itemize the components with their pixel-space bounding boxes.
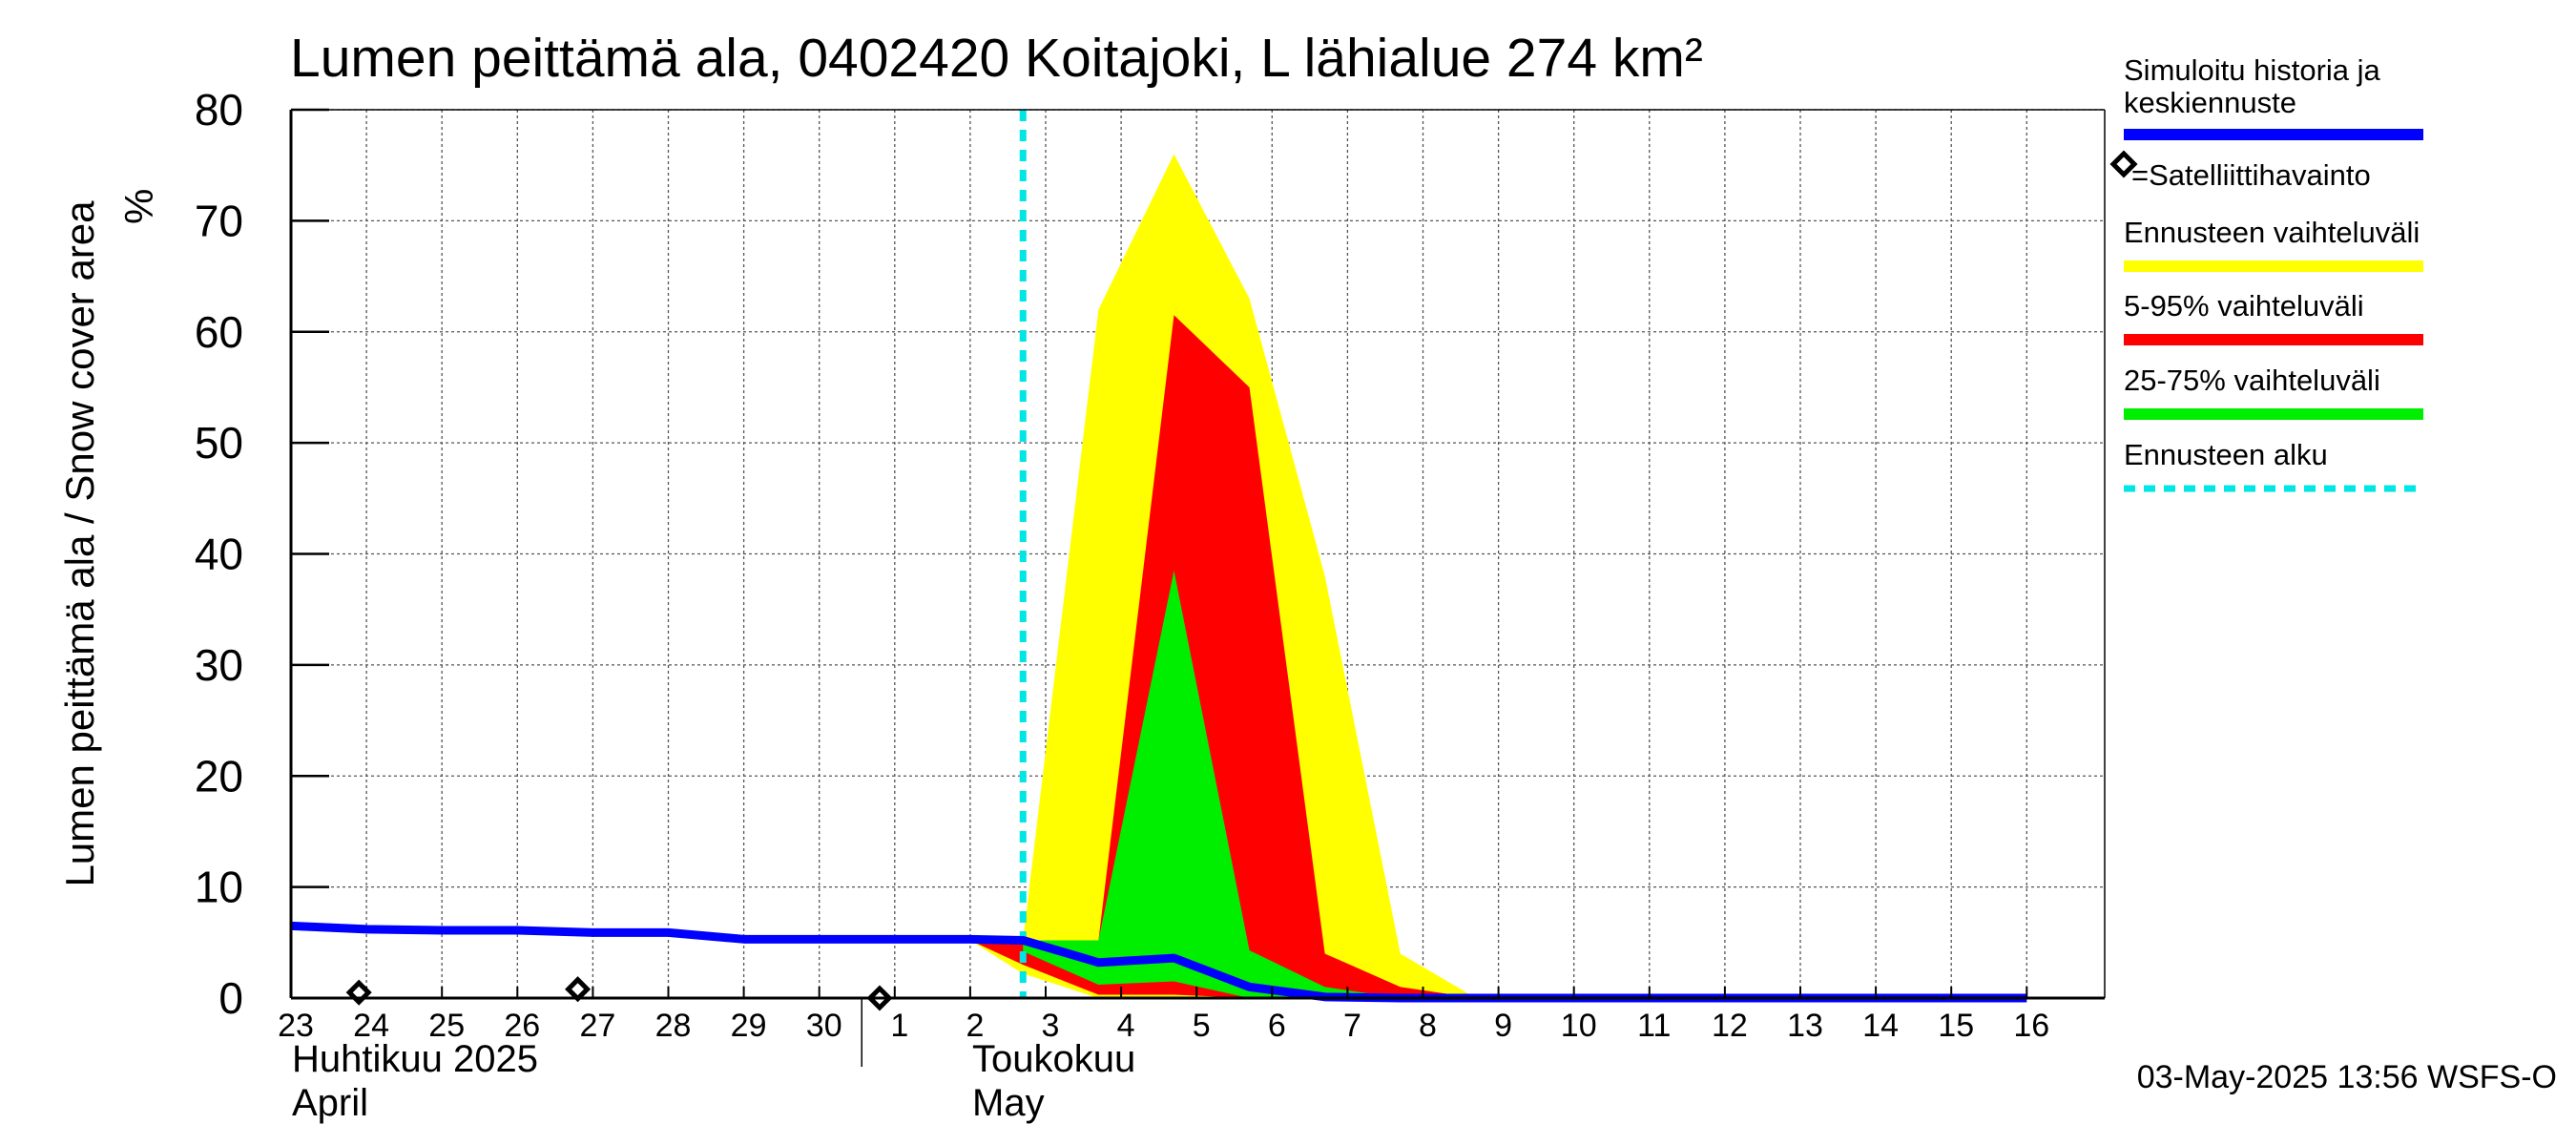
x-tick-label: 7 [1343, 1008, 1361, 1044]
month-label-april-fi: Huhtikuu 2025 [292, 1038, 538, 1080]
y-tick-label: 70 [195, 196, 243, 245]
month-label-april-en: April [292, 1082, 369, 1124]
x-tick-label: 12 [1712, 1008, 1748, 1044]
x-tick-label: 4 [1117, 1008, 1135, 1044]
month-label-may-fi: Toukokuu [972, 1038, 1136, 1080]
y-tick-label: 10 [195, 863, 243, 912]
x-tick-label: 28 [655, 1008, 692, 1044]
x-tick-label: 3 [1042, 1008, 1060, 1044]
x-tick-label: 29 [731, 1008, 767, 1044]
legend-label-forecast-range: Ennusteen vaihteluväli [2124, 216, 2420, 249]
x-tick-label: 30 [806, 1008, 842, 1044]
y-tick-label: 80 [195, 85, 243, 135]
x-tick-label: 15 [1938, 1008, 1974, 1044]
range-areas [969, 154, 1476, 999]
range-band-1 [969, 315, 1476, 998]
y-axis-label: Lumen peittämä ala / Snow cover area [57, 200, 102, 887]
x-tick-label: 13 [1787, 1008, 1823, 1044]
legend-swatch-1 [2109, 150, 2138, 178]
y-tick-label: 40 [195, 530, 243, 579]
x-tick-label: 27 [579, 1008, 615, 1044]
x-tick-label: 14 [1862, 1008, 1899, 1044]
x-tick-label: 23 [278, 1008, 314, 1044]
legend-markers [2109, 129, 2423, 492]
x-tick-label: 8 [1419, 1008, 1437, 1044]
y-tick-label: 30 [195, 640, 243, 690]
legend-label-forecast-start: Ennusteen alku [2124, 438, 2328, 471]
x-tick-label: 25 [428, 1008, 465, 1044]
y-axis-unit: % [116, 188, 161, 224]
y-tick-label: 50 [195, 418, 243, 468]
x-tick-label: 5 [1193, 1008, 1211, 1044]
axes [289, 108, 2106, 1067]
x-tick-label: 10 [1561, 1008, 1597, 1044]
y-tick-label: 0 [218, 973, 243, 1023]
y-tick-label: 20 [195, 751, 243, 801]
range-band-2 [1023, 570, 1476, 998]
y-tick-label: 60 [195, 307, 243, 357]
x-tick-label: 1 [890, 1008, 908, 1044]
legend-label-5-95: 5-95% vaihteluväli [2124, 289, 2364, 323]
x-tick-label: 6 [1268, 1008, 1286, 1044]
legend-label-satellite: =Satelliittihavainto [2131, 158, 2371, 192]
x-tick-label: 16 [2013, 1008, 2049, 1044]
legend-label-simulated-2: keskiennuste [2124, 86, 2296, 119]
timestamp-footer: 03-May-2025 13:56 WSFS-O [2136, 1059, 2557, 1095]
x-tick-label: 2 [966, 1008, 984, 1044]
chart-title: Lumen peittämä ala, 0402420 Koitajoki, L… [290, 28, 1703, 89]
legend-label-25-75: 25-75% vaihteluväli [2124, 364, 2380, 397]
x-tick-label: 24 [353, 1008, 389, 1044]
x-tick-label: 11 [1637, 1008, 1671, 1044]
month-label-may-en: May [972, 1082, 1045, 1124]
x-tick-label: 9 [1494, 1008, 1512, 1044]
x-tick-label: 26 [504, 1008, 540, 1044]
legend-label-simulated-1: Simuloitu historia ja [2124, 53, 2380, 87]
